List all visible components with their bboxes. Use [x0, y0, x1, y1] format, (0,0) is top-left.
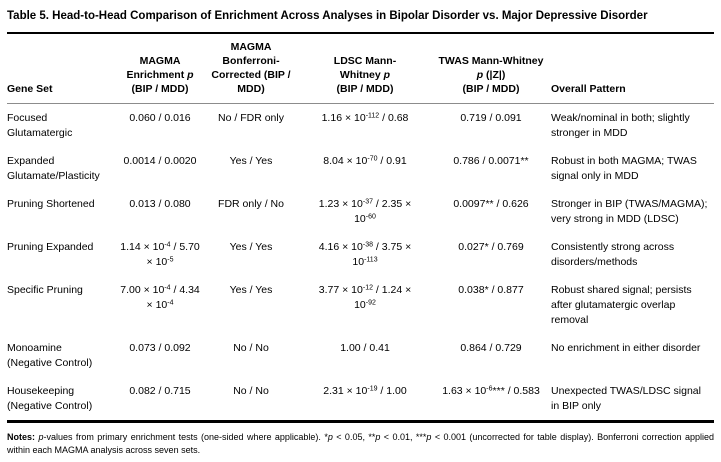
table-row: Pruning Expanded 1.14 × 10-4 / 5.70 × 10…: [7, 233, 714, 276]
table-row: Focused Glutamatergic 0.060 / 0.016 No /…: [7, 104, 714, 148]
cell-overall-pattern: No enrichment in either disorder: [551, 342, 701, 354]
cell-magma-p: 1.14 × 10-4 / 5.70 × 10-5: [120, 241, 200, 268]
cell-gene-set: Monoamine (Negative Control): [7, 342, 93, 369]
cell-magma-p: 7.00 × 10-4 / 4.34 × 10-4: [120, 284, 200, 311]
cell-bonferroni: No / No: [233, 342, 269, 354]
cell-magma-p: 0.013 / 0.080: [129, 198, 191, 210]
col-header-overall-pattern: Overall Pattern: [546, 33, 714, 104]
cell-magma-p: 0.060 / 0.016: [129, 112, 191, 124]
table-row: Pruning Shortened 0.013 / 0.080 FDR only…: [7, 190, 714, 233]
header-label-italic-p: p: [187, 69, 194, 81]
table-row: Monoamine (Negative Control) 0.073 / 0.0…: [7, 334, 714, 377]
cell-ldsc-p: 3.77 × 10-12 / 1.24 × 10-92: [318, 284, 412, 311]
cell-overall-pattern: Weak/nominal in both; slightly stronger …: [551, 112, 690, 139]
notes-italic-p: p: [327, 432, 333, 442]
header-label-italic-p: p: [476, 69, 484, 81]
notes-text: < 0.01, ***: [380, 432, 427, 442]
cell-magma-p: 0.082 / 0.715: [129, 385, 191, 397]
cell-twas-p: 0.786 / 0.0071**: [453, 155, 529, 167]
cell-magma-p: 0.0014 / 0.0020: [123, 155, 197, 167]
header-label: (BIP / MDD): [336, 83, 394, 95]
comparison-table: Gene Set MAGMA Enrichment p (BIP / MDD) …: [7, 32, 714, 423]
header-label-italic-p: p: [383, 69, 391, 81]
header-label: Corrected (BIP /: [211, 69, 291, 81]
cell-twas-p: 0.719 / 0.091: [460, 112, 522, 124]
cell-twas-p: 1.63 × 10-6*** / 0.583: [442, 385, 540, 397]
cell-gene-set: Pruning Expanded: [7, 241, 94, 253]
header-label: Whitney: [339, 69, 384, 81]
cell-overall-pattern: Robust in both MAGMA; TWAS signal only i…: [551, 155, 697, 182]
header-label: Overall Pattern: [551, 83, 626, 95]
col-header-magma-bonferroni: MAGMA Bonferroni- Corrected (BIP / MDD): [208, 33, 294, 104]
cell-overall-pattern: Stronger in BIP (TWAS/MAGMA); very stron…: [551, 198, 708, 225]
cell-ldsc-p: 2.31 × 10-19 / 1.00: [323, 385, 407, 397]
notes-text: < 0.001 (uncorrected for table display).…: [7, 432, 714, 455]
header-label: (BIP / MDD): [131, 83, 189, 95]
header-label: MAGMA: [139, 55, 181, 67]
header-label: TWAS Mann-Whitney: [438, 55, 544, 67]
header-label: Bonferroni-: [222, 55, 280, 67]
header-label: (|Z|): [483, 69, 506, 81]
cell-gene-set: Specific Pruning: [7, 284, 83, 296]
header-label: LDSC Mann-: [333, 55, 397, 67]
col-header-magma-enrichment: MAGMA Enrichment p (BIP / MDD): [112, 33, 208, 104]
cell-bonferroni: Yes / Yes: [229, 284, 273, 296]
cell-gene-set: Focused Glutamatergic: [7, 112, 73, 139]
cell-magma-p: 0.073 / 0.092: [129, 342, 191, 354]
cell-bonferroni: Yes / Yes: [229, 155, 273, 167]
notes-label: Notes:: [7, 432, 36, 442]
col-header-ldsc: LDSC Mann- Whitney p (BIP / MDD): [294, 33, 436, 104]
cell-twas-p: 0.027* / 0.769: [458, 241, 524, 253]
header-label: MAGMA: [230, 41, 272, 53]
table-title: Table 5. Head-to-Head Comparison of Enri…: [7, 10, 648, 22]
cell-gene-set: Expanded Glutamate/Plasticity: [7, 155, 100, 182]
col-header-twas: TWAS Mann-Whitney p (|Z|) (BIP / MDD): [436, 33, 546, 104]
header-label: Gene Set: [7, 83, 53, 95]
cell-bonferroni: FDR only / No: [218, 198, 284, 210]
cell-twas-p: 0.0097** / 0.626: [453, 198, 529, 210]
cell-gene-set: Housekeeping (Negative Control): [7, 385, 93, 412]
cell-twas-p: 0.864 / 0.729: [460, 342, 522, 354]
notes-text: -values from primary enrichment tests (o…: [43, 432, 328, 442]
cell-overall-pattern: Consistently strong across disorders/met…: [551, 241, 675, 268]
cell-ldsc-p: 8.04 × 10-70 / 0.91: [323, 155, 407, 167]
header-label: (BIP / MDD): [462, 83, 520, 95]
cell-ldsc-p: 1.23 × 10-37 / 2.35 × 10-60: [318, 198, 412, 225]
table-notes: Notes: p-values from primary enrichment …: [7, 431, 714, 457]
col-header-gene-set: Gene Set: [7, 33, 112, 104]
header-row: Gene Set MAGMA Enrichment p (BIP / MDD) …: [7, 33, 714, 104]
cell-twas-p: 0.038* / 0.877: [458, 284, 524, 296]
cell-overall-pattern: Unexpected TWAS/LDSC signal in BIP only: [551, 385, 701, 412]
cell-ldsc-p: 1.00 / 0.41: [340, 342, 390, 354]
header-label: Enrichment: [126, 69, 188, 81]
notes-italic-p: p: [426, 432, 432, 442]
header-label: MDD): [237, 83, 265, 95]
cell-ldsc-p: 4.16 × 10-38 / 3.75 × 10-113: [318, 241, 412, 268]
cell-bonferroni: No / FDR only: [218, 112, 284, 124]
table-row: Specific Pruning 7.00 × 10-4 / 4.34 × 10…: [7, 276, 714, 334]
notes-italic-p: p: [375, 432, 381, 442]
cell-gene-set: Pruning Shortened: [7, 198, 95, 210]
notes-text: < 0.05, **: [332, 432, 376, 442]
cell-bonferroni: Yes / Yes: [229, 241, 273, 253]
table-row: Expanded Glutamate/Plasticity 0.0014 / 0…: [7, 147, 714, 190]
notes-italic-p: p: [38, 432, 44, 442]
table-row: Housekeeping (Negative Control) 0.082 / …: [7, 377, 714, 422]
cell-ldsc-p: 1.16 × 10-112 / 0.68: [321, 112, 409, 124]
cell-overall-pattern: Robust shared signal; persists after glu…: [551, 284, 692, 326]
cell-bonferroni: No / No: [233, 385, 269, 397]
